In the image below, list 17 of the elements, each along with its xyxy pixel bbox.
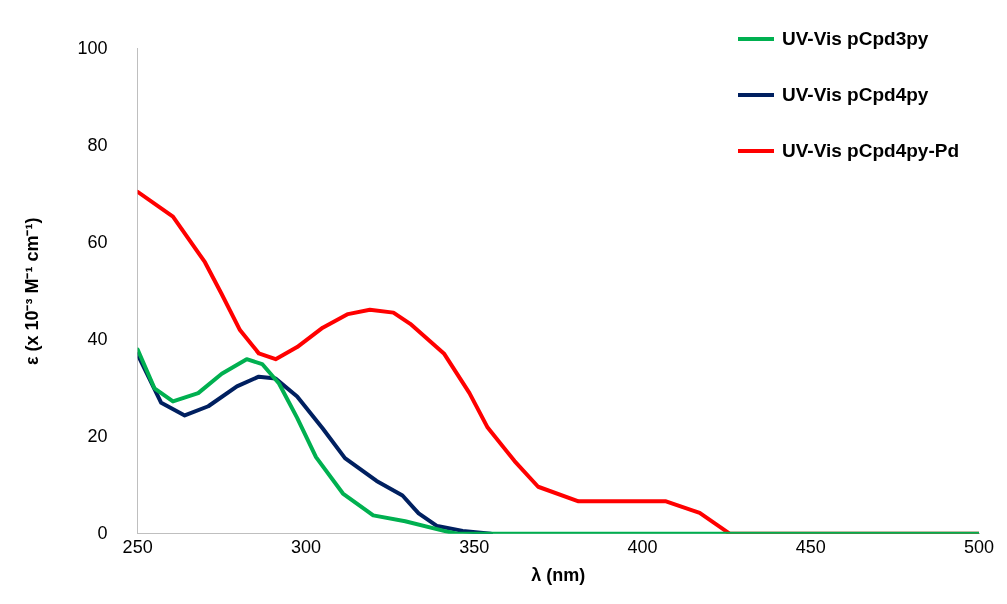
- y-tick-label: 80: [87, 134, 108, 155]
- y-tick-label: 60: [87, 231, 108, 252]
- x-tick-label: 500: [963, 536, 995, 557]
- x-tick-label: 250: [122, 536, 153, 557]
- legend-label: UV-Vis pCpd4py-Pd: [781, 140, 959, 162]
- x-tick-label: 400: [627, 536, 658, 557]
- y-axis-title: ε (x 10⁻³ M⁻¹ cm⁻¹): [21, 217, 42, 366]
- legend-label: UV-Vis pCpd4py: [781, 84, 929, 106]
- y-tick-label: 20: [87, 425, 108, 446]
- y-tick-label: 100: [77, 37, 108, 58]
- x-tick-label: 450: [795, 536, 826, 557]
- x-axis-title: λ (nm): [531, 565, 586, 586]
- y-tick-label: 40: [87, 328, 108, 349]
- legend-label: UV-Vis pCpd3py: [781, 28, 929, 50]
- x-tick-label: 350: [459, 536, 490, 557]
- y-tick-label: 0: [97, 522, 108, 543]
- x-tick-label: 300: [290, 536, 321, 557]
